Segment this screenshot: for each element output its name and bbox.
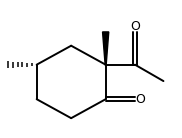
Text: O: O bbox=[130, 20, 140, 33]
Polygon shape bbox=[103, 32, 109, 65]
Text: O: O bbox=[135, 93, 145, 106]
